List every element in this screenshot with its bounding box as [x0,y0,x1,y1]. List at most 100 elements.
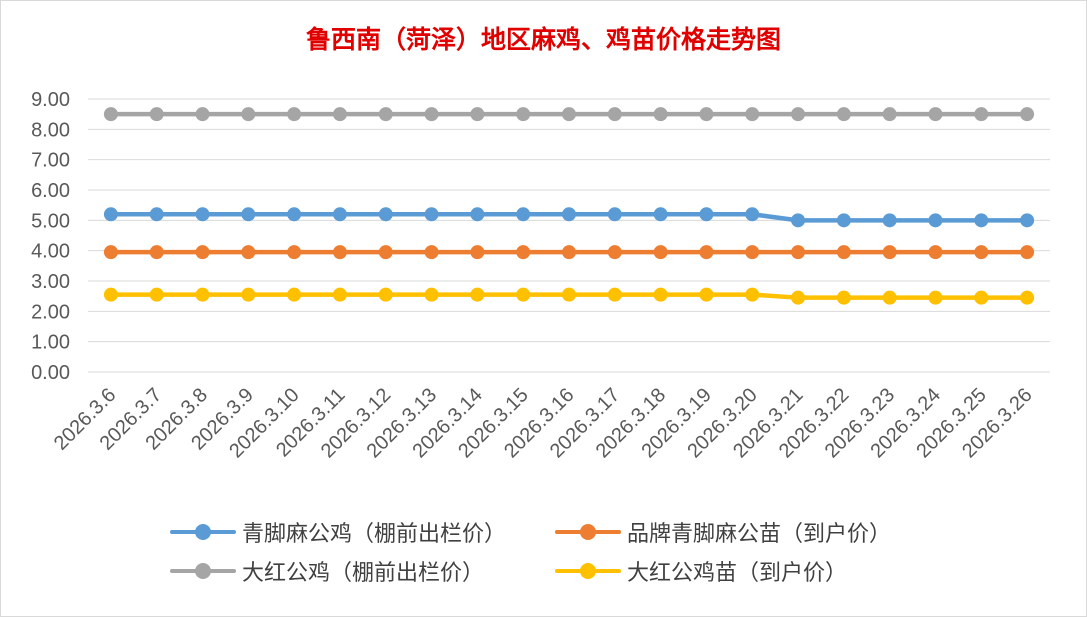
y-tick-label: 4.00 [31,241,70,263]
legend-item-qingjiao-rooster: 青脚麻公鸡（棚前出栏价） [170,514,506,550]
data-point [241,107,256,122]
y-tick-label: 1.00 [31,332,70,354]
data-point [103,287,118,302]
series-3 [103,287,1035,305]
data-point [424,107,439,122]
data-point [424,287,439,302]
data-point [607,287,622,302]
series-1 [103,245,1035,260]
data-point [791,213,806,228]
data-point [241,245,256,260]
series-0 [103,207,1035,228]
data-point [928,290,943,305]
data-point [241,207,256,222]
data-point [745,107,760,122]
data-point [332,287,347,302]
data-point [653,107,668,122]
y-tick-label: 2.00 [31,301,70,323]
data-point [287,287,302,302]
legend-item-red-chick: 大红公鸡苗（到户价） [555,553,847,589]
data-point [836,290,851,305]
data-point [882,107,897,122]
data-point [928,107,943,122]
data-point [974,107,989,122]
data-point [287,207,302,222]
data-point [607,107,622,122]
data-point [516,245,531,260]
data-point [791,107,806,122]
data-point [791,245,806,260]
y-tick-label: 8.00 [31,119,70,141]
data-point [653,245,668,260]
data-point [699,207,714,222]
x-axis-ticks: 2026.3.62026.3.72026.3.82026.3.92026.3.1… [50,384,1037,462]
data-point [562,287,576,302]
data-point [195,245,210,260]
gridlines [88,98,1050,373]
data-point [745,207,760,222]
data-point [103,245,118,260]
data-point [882,290,897,305]
legend-item-red-rooster: 大红公鸡（棚前出栏价） [170,553,484,589]
data-point [882,213,897,228]
data-point [836,107,851,122]
data-point [149,107,164,122]
data-point [607,207,622,222]
y-tick-label: 7.00 [31,150,70,172]
data-point [516,207,531,222]
data-point [745,287,760,302]
data-point [562,107,576,122]
data-point [836,213,851,228]
y-tick-label: 9.00 [31,89,70,111]
series-2 [103,107,1035,122]
data-point [378,287,393,302]
data-point [149,207,164,222]
data-point [745,245,760,260]
data-point [699,287,714,302]
data-point [653,287,668,302]
data-point [699,107,714,122]
data-point [1020,107,1035,122]
data-point [103,107,118,122]
data-point [332,245,347,260]
data-point [974,213,989,228]
legend-label-red-rooster: 大红公鸡（棚前出栏价） [242,561,485,586]
legend-label-red-chick: 大红公鸡苗（到户价） [627,561,848,586]
y-tick-label: 6.00 [31,180,70,202]
y-tick-label: 5.00 [31,210,70,232]
data-point [149,287,164,302]
data-point [149,245,164,260]
legend-swatch-qingjiao-rooster [170,524,236,540]
data-point [1020,245,1035,260]
data-point [378,107,393,122]
data-point [516,287,531,302]
data-point [470,207,485,222]
data-point [378,245,393,260]
data-point [195,287,210,302]
legend: 青脚麻公鸡（棚前出栏价） 品牌青脚麻公苗（到户价） 大红公鸡（棚前出栏价） 大红… [0,510,1087,600]
legend-swatch-red-chick [555,563,621,579]
data-point [974,245,989,260]
data-point [287,107,302,122]
data-point [195,207,210,222]
data-point [378,207,393,222]
data-point [928,213,943,228]
data-point [241,287,256,302]
data-point [424,245,439,260]
data-point [470,287,485,302]
data-point [332,107,347,122]
y-tick-label: 0.00 [31,362,70,384]
data-point [836,245,851,260]
legend-item-brand-chick: 品牌青脚麻公苗（到户价） [555,514,891,550]
data-point [332,207,347,222]
data-point [562,245,576,260]
data-point [470,245,485,260]
data-point [882,245,897,260]
legend-label-qingjiao-rooster: 青脚麻公鸡（棚前出栏价） [242,522,507,547]
legend-swatch-red-rooster [170,563,236,579]
data-point [928,245,943,260]
data-point [974,290,989,305]
data-point [1020,213,1035,228]
